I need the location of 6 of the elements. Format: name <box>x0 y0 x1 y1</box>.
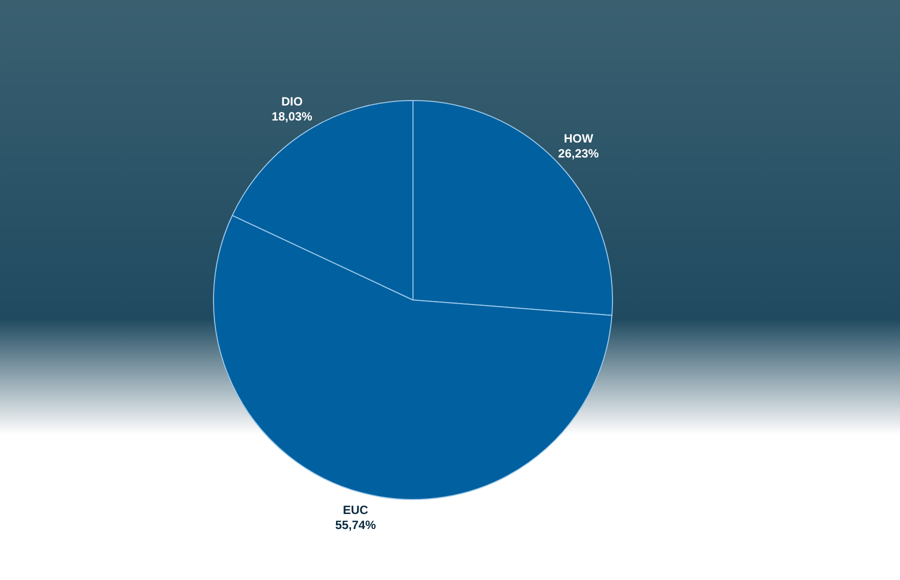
slice-label: HOW <box>564 132 594 146</box>
slice-label: EUC <box>342 502 369 517</box>
data-label: 55,74% <box>335 518 376 532</box>
slice-label: DIO <box>281 94 303 109</box>
data-label: 26,23% <box>558 146 600 161</box>
data-label: 18,03% <box>272 110 313 124</box>
